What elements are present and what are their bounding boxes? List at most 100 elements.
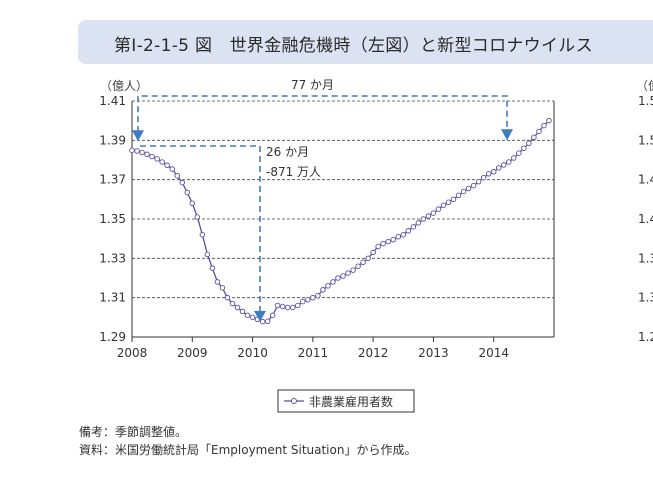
- x-tick-label: 2008: [117, 346, 148, 360]
- data-point: [480, 174, 487, 181]
- data-point: [516, 150, 522, 156]
- data-point: [400, 231, 407, 238]
- data-point: [239, 308, 246, 315]
- notes-line-source: 資料：米国労働統計局「Employment Situation」から作成。: [79, 443, 417, 457]
- data-point: [380, 240, 386, 247]
- legend-box: [277, 389, 415, 413]
- x-tick-label: 2013: [418, 346, 449, 360]
- series-line: [131, 120, 550, 323]
- data-point: [305, 296, 311, 303]
- data-point: [214, 279, 221, 285]
- x-tick-label: 2012: [358, 346, 389, 360]
- data-point: [395, 233, 402, 240]
- data-point: [199, 231, 206, 238]
- data-point: [179, 179, 185, 186]
- data-point: [536, 128, 542, 135]
- data-point: [370, 249, 376, 256]
- data-point: [320, 287, 326, 293]
- data-point: [410, 224, 417, 230]
- y-tick-label: 1.33: [99, 251, 126, 265]
- data-point: [154, 156, 160, 162]
- right-y-tick-label: 1.4: [638, 212, 653, 226]
- data-point: [274, 302, 281, 309]
- data-point: [149, 153, 155, 160]
- y-tick-label: 1.29: [99, 330, 126, 344]
- data-point: [229, 300, 236, 307]
- data-point: [269, 312, 276, 319]
- data-point: [385, 238, 391, 245]
- data-point: [310, 294, 316, 301]
- data-point: [159, 159, 165, 165]
- right-unit-label: （億: [636, 79, 653, 93]
- data-point: [184, 189, 191, 196]
- data-point: [244, 312, 251, 319]
- data-point: [546, 117, 552, 124]
- figure-header-bar: 第Ⅰ-2-1-5 図 世界金融危機時（左図）と新型コロナウイルス: [78, 20, 653, 64]
- data-point: [445, 199, 452, 206]
- annotation-26-months-line: [140, 145, 261, 312]
- annotation-change: -871 万人: [266, 165, 321, 179]
- data-point: [300, 298, 306, 305]
- data-point: [521, 145, 527, 151]
- right-y-tick-label: 1.2: [638, 330, 653, 344]
- grid-layer: [132, 100, 554, 299]
- y-tick-label: 1.37: [99, 173, 126, 187]
- y-unit-label: （億人）: [100, 79, 148, 93]
- x-tick-label: 2014: [478, 346, 509, 360]
- data-point: [350, 267, 356, 273]
- legend-marker: [291, 398, 297, 404]
- data-point: [164, 162, 170, 169]
- data-point: [531, 134, 537, 141]
- x-tick-label: 2009: [177, 346, 208, 360]
- annotation-26-months: 26 か月: [266, 145, 309, 159]
- data-point: [360, 259, 366, 266]
- data-point: [375, 243, 381, 250]
- legend-label: 非農業雇用者数: [309, 394, 393, 409]
- data-point: [420, 216, 427, 222]
- data-point: [365, 255, 371, 262]
- data-point: [315, 292, 321, 299]
- annotation-layer: 77 か月 26 か月 -871 万人: [132, 78, 513, 322]
- right-y-tick-label: 1.5: [638, 94, 653, 108]
- right-y-tick-label: 1.3: [638, 251, 653, 265]
- data-point: [415, 220, 422, 226]
- data-point: [209, 265, 216, 271]
- arrowhead: [132, 130, 144, 142]
- data-point: [194, 214, 201, 220]
- data-point: [355, 263, 361, 269]
- series-layer: [129, 117, 552, 325]
- notes: 備考：季節調整値。 資料：米国労働統計局「Employment Situatio…: [79, 423, 416, 459]
- data-point: [405, 228, 412, 234]
- y-tick-label: 1.35: [99, 212, 126, 226]
- data-point: [455, 192, 462, 199]
- data-point: [541, 122, 547, 129]
- data-point: [259, 318, 266, 325]
- data-point: [144, 151, 150, 158]
- data-point: [204, 251, 211, 258]
- data-point: [284, 304, 291, 311]
- data-point: [295, 302, 301, 309]
- data-point: [279, 303, 286, 310]
- figure-title: 第Ⅰ-2-1-5 図 世界金融危機時（左図）と新型コロナウイルス: [114, 36, 593, 56]
- data-point: [174, 172, 180, 179]
- data-point: [129, 147, 135, 154]
- data-point: [450, 196, 457, 203]
- data-point: [430, 210, 437, 216]
- data-point: [340, 273, 346, 279]
- data-point: [169, 166, 175, 172]
- data-point: [330, 279, 336, 285]
- data-point: [290, 304, 296, 311]
- data-point: [465, 185, 472, 192]
- data-point: [390, 236, 396, 243]
- data-point: [425, 213, 432, 219]
- axes-layer: （億人）1.41 1.39 1.37 1.35 1.33 1.31 1.29 2008 2009…: [99, 79, 555, 360]
- y-tick-label: 1.39: [99, 133, 126, 147]
- data-point: [470, 182, 477, 189]
- y-tick-label: 1.31: [99, 291, 126, 305]
- data-point: [219, 285, 226, 291]
- y-tick-label: 1.41: [99, 94, 126, 108]
- data-point: [325, 283, 331, 289]
- data-point: [475, 178, 482, 185]
- data-point: [335, 275, 341, 281]
- notes-line-remarks: 備考：季節調整値。: [79, 425, 188, 439]
